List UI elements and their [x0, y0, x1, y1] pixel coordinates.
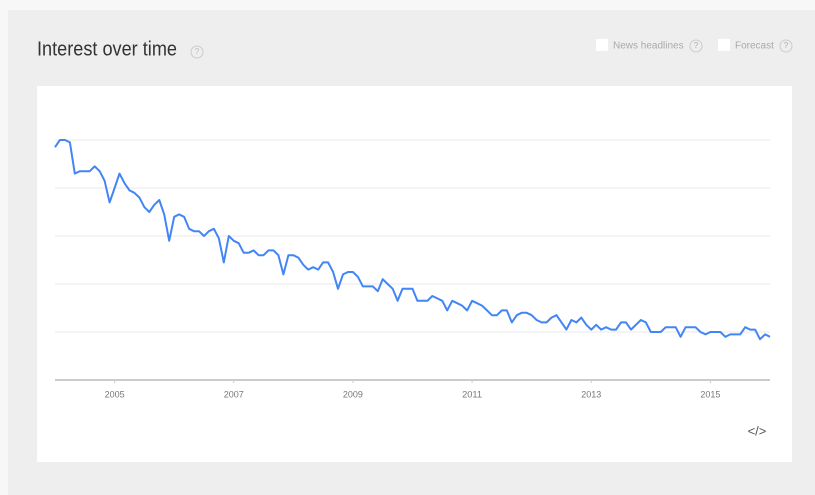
plot-panel	[37, 86, 792, 462]
checkbox[interactable]	[596, 39, 608, 51]
line-series	[54, 139, 771, 341]
help-icon[interactable]	[779, 39, 793, 53]
x-tick-label: 2015	[700, 389, 720, 399]
help-text: ?	[694, 41, 699, 50]
x-tick-label: 2011	[462, 389, 482, 399]
help-icon[interactable]	[689, 39, 703, 53]
chart-title: Interest over time	[37, 38, 177, 60]
help-icon[interactable]	[190, 45, 204, 59]
embed-button[interactable]: </>	[748, 423, 767, 438]
checkbox[interactable]	[718, 39, 730, 51]
x-tick-label: 2005	[105, 389, 125, 399]
x-tick-label: 2007	[224, 389, 244, 399]
option-label: Forecast	[735, 41, 774, 52]
option-label: News headlines	[613, 41, 684, 52]
x-tick-label: 2013	[581, 389, 601, 399]
x-tick-label: 2009	[343, 389, 363, 399]
help-text: ?	[195, 47, 200, 56]
help-text: ?	[784, 41, 789, 50]
